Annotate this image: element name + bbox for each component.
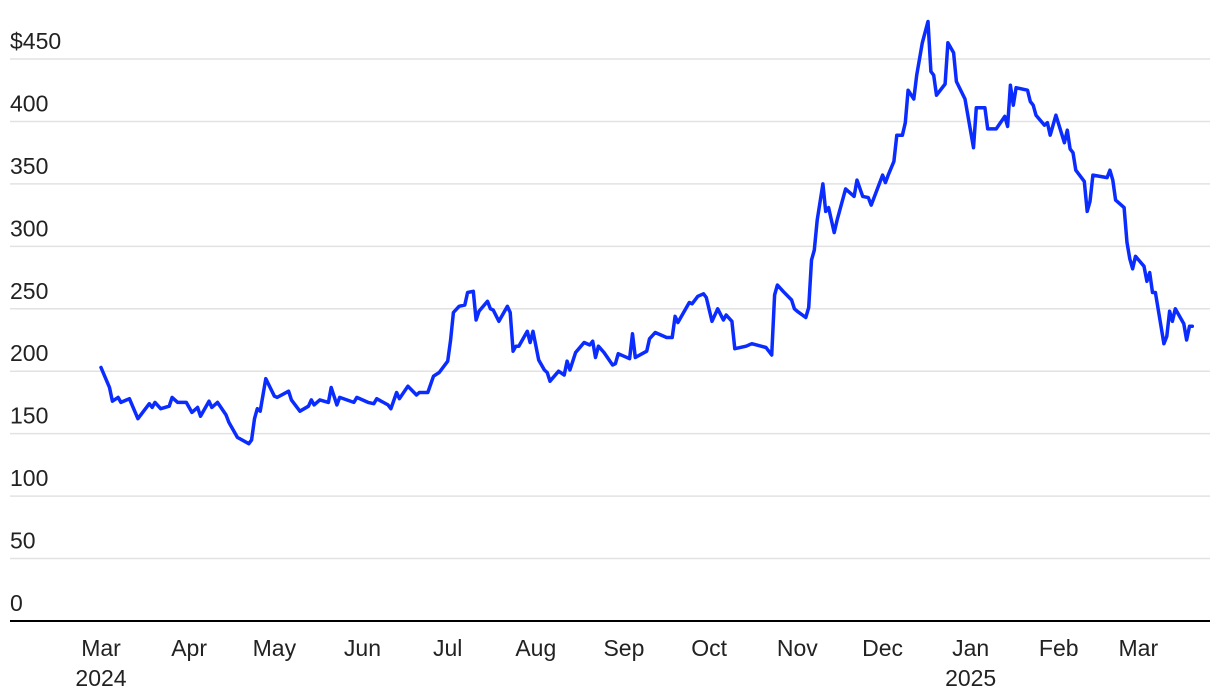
x-tick-label: Mar (81, 635, 121, 661)
x-tick-label: Mar (1119, 635, 1159, 661)
x-tick-label: Dec (862, 635, 903, 661)
y-tick-label: 250 (10, 278, 48, 304)
x-tick-label: Jul (433, 635, 462, 661)
x-tick-label: Jan (952, 635, 989, 661)
y-tick-label: 350 (10, 153, 48, 179)
y-tick-label: $450 (10, 28, 61, 54)
gridlines (10, 58, 1210, 560)
x-tick-label: May (253, 635, 297, 661)
y-tick-label: 300 (10, 215, 48, 241)
y-tick-label: 100 (10, 465, 48, 491)
x-tick-label: Oct (691, 635, 727, 661)
y-axis-tick-labels: 0 50 100 150 200 250 300 350 400 $450 (10, 28, 61, 616)
y-tick-label: 400 (10, 90, 48, 116)
x-tick-year-label: 2025 (945, 665, 996, 691)
x-tick-label: Nov (777, 635, 818, 661)
y-tick-label: 150 (10, 403, 48, 429)
price-line (99, 19, 1195, 446)
x-tick-label: Feb (1039, 635, 1079, 661)
x-tick-year-label: 2024 (75, 665, 126, 691)
x-tick-label: Aug (515, 635, 556, 661)
series-group (99, 19, 1195, 446)
y-tick-label: 50 (10, 528, 36, 554)
x-tick-label: Sep (603, 635, 644, 661)
x-tick-label: Jun (344, 635, 381, 661)
y-tick-label: 0 (10, 590, 23, 616)
y-tick-label: 200 (10, 340, 48, 366)
x-axis-tick-labels: Mar 2024 Apr May Jun Jul Aug Sep Oct Nov Dec Jan 202… (75, 635, 1158, 691)
x-tick-label: Apr (171, 635, 207, 661)
